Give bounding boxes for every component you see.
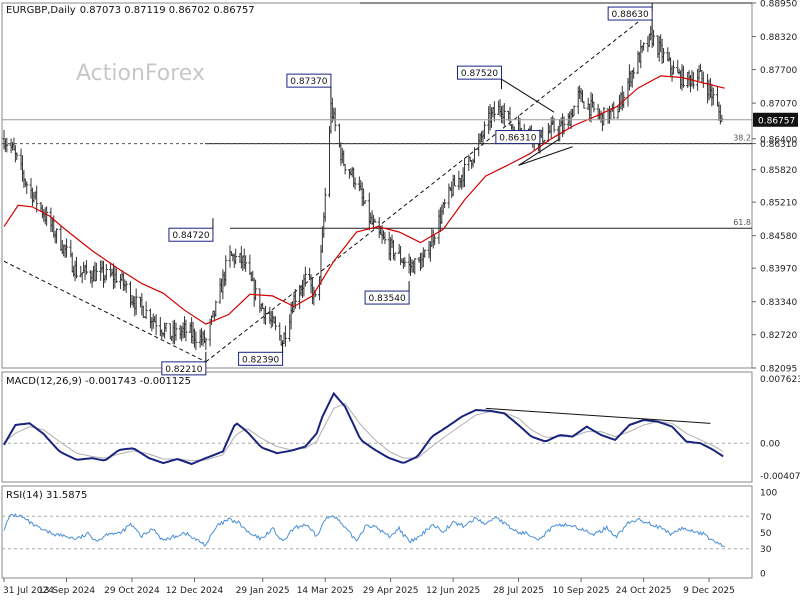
current-price-tag [753, 112, 798, 127]
date-tick-label: 12 Dec 2024 [166, 586, 224, 596]
macd-panel: 0.007623 0.00 -0.004073 [2, 375, 800, 482]
date-tick-label: 12 Jun 2025 [426, 586, 480, 596]
price-tick-label: 0.83970 [760, 265, 797, 275]
macd-panel-frame [1, 371, 753, 483]
swing-label-box [495, 130, 541, 145]
moving-average [3, 75, 725, 325]
fib-level-label: 61.8 [733, 0, 751, 2]
date-tick-label: 28 Jul 2025 [493, 586, 544, 596]
swing-label: 0.82390 [242, 355, 279, 365]
swing-label-box [238, 351, 284, 366]
fib-level-label: 61.8 [733, 218, 751, 227]
swing-label: 0.88630 [612, 10, 649, 20]
date-tick-label: 14 Mar 2025 [297, 586, 354, 596]
date-tick-label: 10 Sep 2025 [553, 586, 610, 596]
price-tick-label: 0.86310 [760, 140, 797, 150]
swing-label: 0.82210 [165, 365, 202, 375]
price-tick-label: 0.87070 [760, 100, 797, 110]
price-axis: 0.88950 0.88320 0.87700 0.87070 0.864000.863… [752, 0, 797, 375]
rsi-axis-label: 0 [760, 570, 766, 580]
price-tick-label: 0.83340 [760, 298, 797, 308]
trendlines [3, 3, 653, 363]
rsi-axis-label: 30 [760, 545, 772, 555]
price-bars [2, 25, 724, 351]
swing-labels: 0.82210 0.82390 0.84720 0.87370 0.83540 0.875… [161, 6, 653, 376]
rsi-line [3, 513, 725, 547]
date-tick-label: 13 Sep 2024 [38, 586, 95, 596]
watermark-logo: ActionForex [76, 61, 205, 86]
current-price-marker: 0.86757 [2, 112, 798, 127]
swing-label-box [456, 65, 502, 80]
rsi-axis-label: 50 [760, 529, 772, 539]
date-tick-label: 31 Jul 2024 [3, 586, 54, 596]
trendline [518, 146, 573, 166]
trendline [518, 138, 561, 166]
macd-title: MACD(12,26,9) -0.001743 -0.001125 [6, 376, 191, 387]
swing-label: 0.87520 [461, 69, 498, 79]
trendline [3, 260, 207, 363]
macd-axis-label: 0.007623 [760, 375, 800, 385]
date-tick-label: 29 Apr 2025 [363, 586, 419, 596]
rsi-title: RSI(14) 31.5875 [6, 490, 87, 501]
date-tick-label: 24 Oct 2025 [616, 586, 672, 596]
swing-label-box [607, 6, 653, 21]
rsi-panel: 100 70 50 30 0 [2, 489, 777, 580]
price-tick-label: 0.85210 [760, 199, 797, 209]
swing-label-box [286, 73, 332, 88]
fib-level-label: 38.2 [733, 134, 751, 143]
macd-axis-label: 0.00 [760, 440, 780, 450]
price-tick-label: 0.86400 [760, 135, 797, 145]
rsi-axis-label: 70 [760, 513, 772, 523]
price-tick-label: 0.82095 [760, 365, 797, 375]
rsi-panel-frame [1, 485, 753, 579]
date-tick-label: 29 Jan 2025 [236, 586, 290, 596]
date-tick-label: 29 Oct 2024 [104, 586, 160, 596]
swing-label-box [168, 227, 214, 242]
macd-line [3, 391, 724, 466]
current-price-label: 0.86757 [758, 116, 795, 126]
chart-header: EURGBP,Daily 0.87073 0.87119 0.86702 0.86… [6, 5, 255, 16]
trendline [205, 10, 653, 363]
swing-label: 0.86310 [499, 134, 536, 144]
swing-label: 0.84720 [172, 231, 209, 241]
price-tick-label: 0.84580 [760, 232, 797, 242]
price-tick-label: 0.88950 [760, 0, 797, 10]
swing-label: 0.83540 [368, 294, 405, 304]
price-tick-label: 0.88320 [760, 33, 797, 43]
swing-label: 0.87370 [290, 77, 327, 87]
price-tick-label: 0.82720 [760, 331, 797, 341]
macd-signal-line [3, 402, 724, 462]
swing-label-box [161, 361, 207, 376]
price-tick-label: 0.85820 [760, 166, 797, 176]
price-tick-label: 0.87700 [760, 66, 797, 76]
rsi-axis-label: 100 [760, 489, 777, 499]
swing-label-box [364, 290, 410, 305]
date-tick-label: 9 Dec 2025 [683, 586, 735, 596]
moving-average-line [3, 75, 725, 325]
macd-trendline [485, 407, 711, 424]
trendline [501, 78, 555, 113]
fibonacci-levels: 61.8 38.2 61.8 [2, 0, 752, 229]
macd-axis-label: -0.004073 [760, 472, 800, 482]
